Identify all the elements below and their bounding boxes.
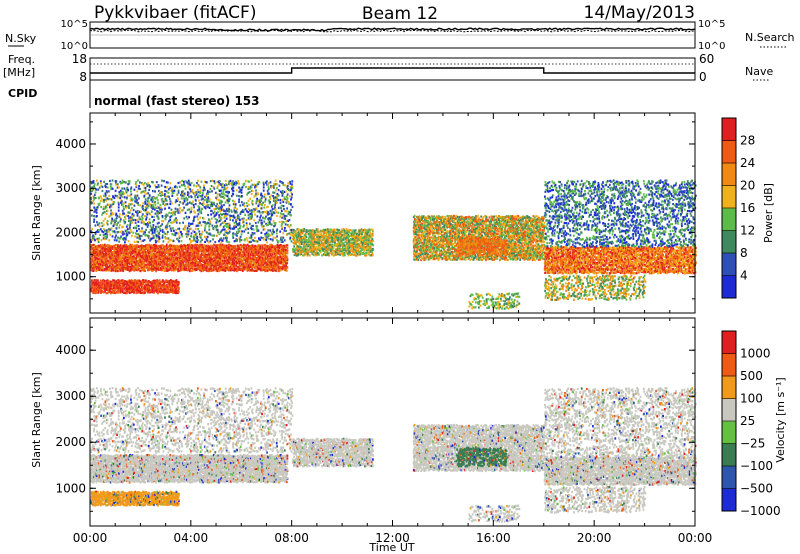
power-cbar-swatch-4 — [722, 186, 736, 209]
beam-title: Beam 12 — [362, 4, 438, 24]
x-tick-1: 04:00 — [174, 531, 209, 545]
nsearch-tick-low: 10^0 — [698, 41, 725, 52]
velocity-cbar-swatch-5 — [722, 376, 736, 399]
nsearch-label: N.Search — [745, 31, 795, 44]
velocity-y-tick-3: 4000 — [55, 343, 86, 357]
power-cbar-swatch-6 — [722, 141, 736, 164]
velocity-y-tick-2: 3000 — [55, 389, 86, 403]
freq-tick-low: 8 — [79, 70, 87, 84]
velocity-cbar-swatch-7 — [722, 331, 736, 354]
velocity-cbar-tick-5: −100 — [740, 459, 773, 473]
nsky-tick-low: 10^0 — [61, 41, 88, 52]
freq-tick-high: 18 — [72, 52, 87, 66]
x-tick-0: 00:00 — [73, 531, 108, 545]
power-colorbar: 4 8 12 16 20 24 28 — [722, 118, 755, 298]
power-cbar-swatch-1 — [722, 253, 736, 276]
power-cbar-tick-4: 20 — [740, 179, 755, 193]
velocity-y-tick-0: 1000 — [55, 481, 86, 495]
freq-line — [90, 68, 695, 73]
power-cbar-label: Power [dB] — [762, 183, 775, 243]
x-tick-6: 00:00 — [678, 531, 713, 545]
power-cbar-swatch-0 — [722, 276, 736, 299]
power-y-tick-2: 3000 — [55, 181, 86, 195]
power-scatter — [90, 179, 697, 309]
power-cbar-tick-6: 28 — [740, 134, 755, 148]
power-y-tick-1: 2000 — [55, 225, 86, 239]
power-cbar-tick-1: 8 — [740, 246, 748, 260]
velocity-scatter — [90, 387, 697, 523]
power-cbar-tick-0: 4 — [740, 269, 748, 283]
nave-tick-low: 0 — [699, 70, 707, 84]
power-y-tick-3: 4000 — [55, 137, 86, 151]
velocity-cbar-tick-2: 100 — [740, 392, 763, 406]
nave-label: Nave — [745, 65, 773, 78]
x-tick-2: 08:00 — [274, 531, 309, 545]
power-cbar-swatch-7 — [722, 118, 736, 141]
nsearch-tick-high: 10^5 — [698, 19, 725, 30]
freq-panel — [90, 58, 695, 80]
velocity-cbar-tick-0: 1000 — [740, 347, 771, 361]
x-axis-label: Time UT — [368, 541, 414, 554]
power-cbar-tick-5: 24 — [740, 156, 755, 170]
power-cbar-swatch-5 — [722, 163, 736, 186]
date-title: 14/May/2013 — [584, 3, 696, 23]
cpid-label: CPID — [8, 87, 37, 100]
power-ylabel: Slant Range [km] — [30, 165, 43, 261]
x-tick-5: 20:00 — [577, 531, 612, 545]
velocity-cbar-swatch-3 — [722, 421, 736, 444]
cpid-text: normal (fast stereo) 153 — [94, 94, 260, 108]
nsky-tick-high: 10^5 — [61, 19, 88, 30]
velocity-cbar-tick-7: −1000 — [740, 504, 781, 518]
rti-plot: Pykkvibaer (fitACF) Beam 12 14/May/2013 … — [0, 0, 800, 554]
power-cbar-swatch-2 — [722, 231, 736, 254]
freq-unit: [MHz] — [3, 66, 35, 79]
velocity-cbar-tick-6: −500 — [740, 482, 773, 496]
power-cbar-swatch-3 — [722, 208, 736, 231]
nsearch-line — [90, 30, 695, 32]
velocity-cbar-swatch-1 — [722, 466, 736, 489]
velocity-cbar-tick-3: 25 — [740, 414, 755, 428]
velocity-cbar-tick-4: −25 — [740, 437, 765, 451]
power-cbar-tick-3: 16 — [740, 201, 755, 215]
power-cbar-tick-2: 12 — [740, 224, 755, 238]
station-title: Pykkvibaer (fitACF) — [94, 3, 256, 23]
velocity-cbar-swatch-4 — [722, 399, 736, 422]
velocity-cbar-swatch-2 — [722, 444, 736, 467]
velocity-ylabel: Slant Range [km] — [30, 372, 43, 468]
velocity-cbar-swatch-6 — [722, 354, 736, 377]
velocity-y-tick-1: 2000 — [55, 435, 86, 449]
freq-label: Freq. — [8, 53, 35, 66]
velocity-cbar-label: Velocity [m s⁻¹] — [774, 377, 787, 462]
velocity-colorbar: 1000 500 100 25 −25 −100 −500 −1000 — [722, 331, 781, 518]
velocity-cbar-swatch-0 — [722, 489, 736, 512]
x-tick-4: 16:00 — [476, 531, 511, 545]
power-y-tick-0: 1000 — [55, 270, 86, 284]
velocity-cbar-tick-1: 500 — [740, 369, 763, 383]
nsky-label: N.Sky — [5, 32, 37, 45]
nave-tick-high: 60 — [699, 52, 714, 66]
